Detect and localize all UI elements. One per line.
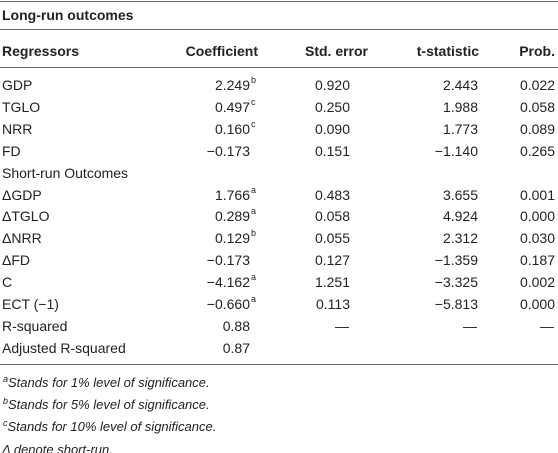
cell: 1.988	[442, 98, 478, 115]
cell: −1.140	[434, 142, 478, 159]
cell: 1.766 a	[214, 185, 256, 204]
row-label: FD	[2, 142, 21, 159]
cell: 0.030	[519, 230, 555, 247]
cell: 0.160 c	[214, 119, 256, 138]
cell: 0.002	[519, 274, 555, 291]
rule	[0, 67, 558, 68]
superscript: c	[251, 118, 256, 129]
cell: 2.249 b	[214, 75, 256, 94]
cell: 0.129 b	[214, 228, 256, 247]
cell: 0.187	[519, 252, 555, 269]
cell-value: 0.289	[214, 208, 250, 225]
cell: 1.251	[314, 274, 350, 291]
row-label: ΔFD	[2, 252, 31, 269]
cell: 0.289 a	[214, 206, 256, 225]
cell: 0.001	[519, 186, 555, 203]
cell: 0.127	[314, 252, 350, 269]
footnote: bStands for 5% level of significance.	[2, 396, 210, 415]
cell: 0.055	[314, 230, 350, 247]
superscript: c	[251, 96, 256, 107]
column-header: Regressors	[2, 43, 80, 59]
footnote-mark: b	[3, 396, 9, 407]
superscript: b	[251, 228, 257, 239]
superscript: b	[251, 75, 257, 85]
cell: 2.443	[442, 77, 478, 93]
footnote-text: Stands for 1% level of significance.	[8, 375, 210, 390]
column-header: t-statistic	[416, 43, 479, 59]
cell-value: 0.129	[214, 230, 250, 247]
cell: 3.655	[442, 186, 478, 203]
cell: 0.000	[519, 208, 555, 225]
cell-value: −0.660	[206, 296, 250, 312]
cell: 0.000	[519, 296, 555, 312]
cell: −0.173	[206, 142, 250, 159]
cell: −3.325	[434, 274, 478, 291]
cell: 0.483	[314, 186, 350, 203]
rule	[0, 364, 558, 365]
footnote-mark: a	[3, 374, 9, 384]
cell: —	[463, 317, 477, 334]
cell: −0.660 a	[206, 294, 256, 313]
row-label: NRR	[2, 120, 33, 137]
cell: —	[335, 317, 349, 334]
cell: 0.113	[316, 296, 350, 312]
cell: 4.924	[442, 208, 478, 225]
footnote: Δ denote short-run.	[2, 441, 113, 453]
footnote: cStands for 10% level of significance.	[2, 418, 216, 437]
cell: 0.87	[222, 339, 250, 356]
footnote-text: Stands for 5% level of significance.	[8, 397, 210, 413]
row-label: TGLO	[2, 98, 41, 115]
cell: 0.88	[222, 317, 250, 334]
footnote-text: Stands for 10% level of significance.	[7, 419, 217, 435]
row-label: Short-run Outcomes	[2, 164, 129, 181]
superscript: a	[251, 184, 257, 195]
row-label: C	[2, 274, 13, 291]
row-label: GDP	[2, 77, 33, 93]
cell: −4.162 a	[206, 272, 256, 291]
row-label: ΔGDP	[2, 186, 42, 203]
cell: −1.359	[434, 252, 478, 269]
cell: 0.265	[519, 142, 555, 159]
row-label: ΔTGLO	[2, 208, 50, 225]
footnote: aStands for 1% level of significance.	[2, 374, 210, 393]
row-label: Adjusted R-squared	[2, 339, 126, 356]
cell-value: 0.497	[214, 98, 250, 115]
row-label: R-squared	[2, 317, 68, 334]
superscript: a	[251, 272, 257, 283]
cell: 0.090	[314, 120, 350, 137]
cell: 0.497 c	[214, 97, 256, 116]
row-label: ΔNRR	[2, 230, 42, 247]
rule	[0, 1, 558, 2]
superscript: a	[251, 294, 257, 304]
cell: 1.773	[442, 120, 478, 137]
cell: 0.089	[519, 120, 555, 137]
column-header: Coefficient	[185, 43, 258, 59]
cell: 0.920	[314, 77, 350, 93]
cell: 2.312	[442, 230, 478, 247]
column-header: Prob.	[519, 43, 555, 59]
cell: 0.058	[519, 98, 555, 115]
row-label: ECT (−1)	[2, 296, 59, 312]
rule	[0, 29, 558, 30]
footnote-mark: c	[3, 418, 8, 429]
superscript: a	[251, 206, 257, 217]
cell-value: 0.160	[214, 120, 250, 137]
cell: 0.151	[314, 142, 350, 159]
cell-value: 2.249	[214, 77, 250, 93]
cell: −5.813	[434, 296, 478, 312]
cell-value: 1.766	[214, 186, 250, 203]
cell: −0.173	[206, 252, 250, 269]
column-header: Std. error	[304, 43, 368, 59]
table-title: Long-run outcomes	[2, 7, 134, 23]
cell: 0.022	[519, 77, 555, 93]
footnote-text: Δ denote short-run.	[2, 441, 113, 453]
cell: —	[540, 317, 554, 334]
cell: 0.058	[314, 208, 350, 225]
cell-value: −4.162	[206, 274, 250, 291]
cell: 0.250	[314, 98, 350, 115]
